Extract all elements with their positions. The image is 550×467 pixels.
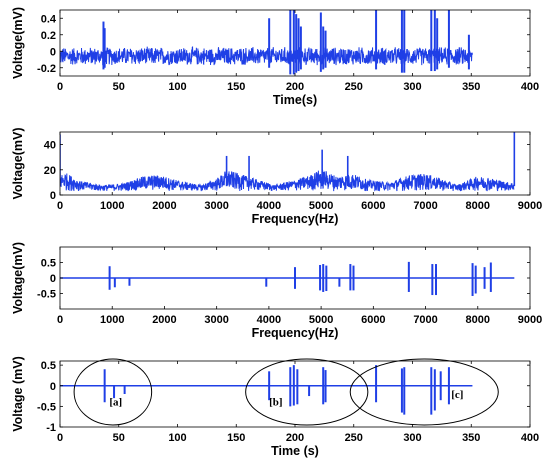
y-tick-label: -0.5 (37, 401, 56, 413)
y-axis-label: Voltage(mV) (11, 242, 25, 314)
y-tick-label: 0 (50, 46, 56, 58)
x-tick-label: 5000 (309, 200, 333, 212)
x-tick-label: 6000 (361, 200, 385, 212)
x-tick-label: 50 (113, 81, 125, 93)
x-tick-label: 200 (286, 81, 304, 93)
x-tick-label: 7000 (413, 314, 437, 326)
x-tick-label: 400 (521, 432, 539, 444)
x-tick-label: 2000 (152, 314, 176, 326)
x-tick-label: 0 (57, 314, 63, 326)
y-tick-label: 0 (50, 381, 56, 393)
x-tick-label: 100 (168, 81, 186, 93)
annotation-ellipse (349, 358, 499, 426)
x-tick-label: 6000 (361, 314, 385, 326)
y-tick-label: -0.2 (37, 63, 56, 75)
x-tick-label: 1000 (100, 200, 124, 212)
data-layer (60, 261, 515, 296)
x-tick-label: 200 (286, 432, 304, 444)
x-axis-label: Time (s) (271, 444, 319, 458)
x-tick-label: 0 (57, 432, 63, 444)
annotation-ellipse (73, 358, 153, 426)
y-tick-label: 20 (44, 165, 56, 177)
x-tick-label: 1000 (100, 314, 124, 326)
x-tick-label: 350 (462, 81, 480, 93)
annotation-label: [b] (269, 396, 282, 408)
x-tick-label: 9000 (518, 200, 542, 212)
y-axis-label: Voltage (mV) (11, 356, 25, 431)
plot-p2: 0 1000 2000 3000 4000 5000 6000 7000 8000 9000 40 2… (11, 128, 542, 227)
axes-frame (59, 131, 531, 196)
x-tick-label: 0 (57, 81, 63, 93)
spectrum-series-line (60, 168, 515, 192)
x-tick-label: 250 (345, 81, 363, 93)
x-tick-label: 150 (227, 432, 245, 444)
data-layer (60, 10, 473, 75)
data-layer (60, 132, 516, 192)
x-tick-label: 100 (168, 432, 186, 444)
y-axis-label: Voltage(mV) (11, 7, 25, 79)
x-tick-label: 250 (345, 432, 363, 444)
y-tick-label: 0 (50, 273, 56, 285)
annotation-label: [a] (109, 396, 122, 408)
y-axis-label: Voltage(mV) (11, 128, 25, 200)
x-tick-label: 0 (57, 200, 63, 212)
plot-p3: 0 1000 2000 3000 4000 5000 6000 7000 8000 9000 0.5… (11, 242, 542, 340)
x-tick-label: 2000 (152, 200, 176, 212)
x-tick-label: 3000 (204, 200, 228, 212)
y-tick-label: 0.5 (41, 258, 56, 270)
data-layer (60, 365, 473, 415)
x-tick-label: 3000 (204, 314, 228, 326)
x-tick-label: 350 (462, 432, 480, 444)
x-axis-label: Frequency(Hz) (252, 212, 339, 226)
x-tick-label: 9000 (518, 314, 542, 326)
x-axis-label: Frequency(Hz) (252, 326, 339, 340)
x-tick-label: 300 (403, 432, 421, 444)
x-tick-label: 50 (113, 432, 125, 444)
x-axis-label: Time(s) (273, 93, 317, 107)
y-tick-label: 0.2 (41, 30, 56, 42)
x-tick-label: 8000 (466, 314, 490, 326)
x-tick-label: 8000 (466, 200, 490, 212)
axes-frame (59, 9, 531, 77)
y-tick-label: 0 (50, 190, 56, 202)
x-tick-label: 5000 (309, 314, 333, 326)
y-tick-label: -1 (46, 422, 56, 434)
x-tick-label: 300 (403, 81, 421, 93)
x-tick-label: 150 (227, 81, 245, 93)
y-tick-label: -0.5 (37, 289, 56, 301)
y-tick-label: 40 (44, 140, 56, 152)
y-tick-label: 0.5 (41, 360, 56, 372)
plot-p1: 0 50 100 150 200 250 300 350 4000.40.20-0.2Time(… (11, 7, 539, 107)
x-tick-label: 7000 (413, 200, 437, 212)
x-tick-label: 400 (521, 81, 539, 93)
plot-p4: 0 50 100 150 200 250 300 350 400 0.5 0 -0.5 -1 Time (… (11, 356, 539, 458)
x-tick-label: 4000 (257, 200, 281, 212)
annotation-label: [c] (451, 389, 463, 401)
x-tick-label: 4000 (257, 314, 281, 326)
y-tick-label: 0.4 (41, 13, 57, 25)
annotation-ellipse (245, 358, 369, 426)
noise-series-line (60, 46, 473, 66)
